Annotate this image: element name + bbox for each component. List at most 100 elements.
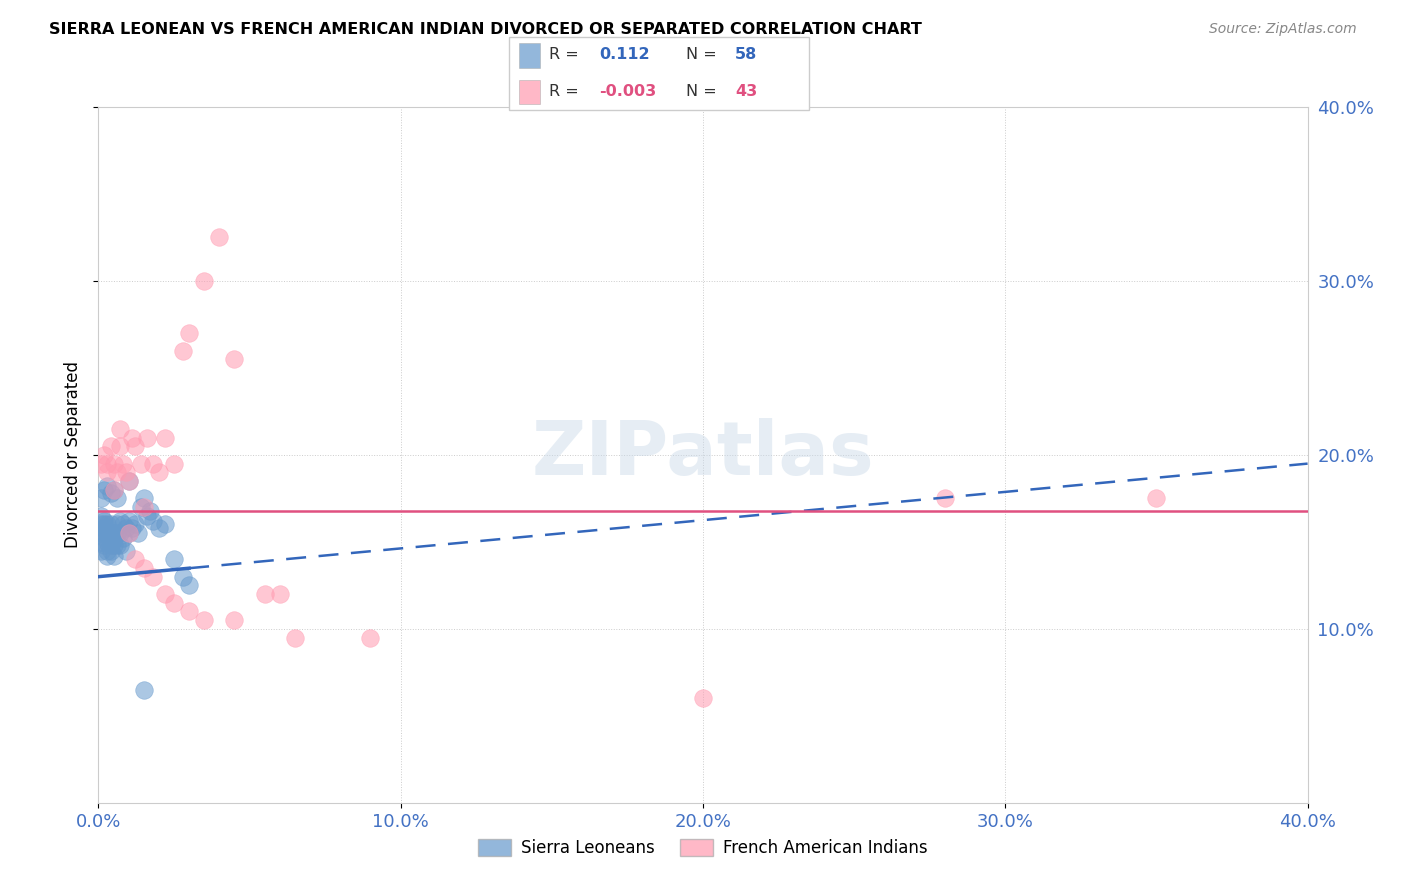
Point xyxy=(108,526,131,541)
Point xyxy=(105,526,128,541)
Point xyxy=(360,631,382,645)
Text: N =: N = xyxy=(686,84,716,98)
Point xyxy=(90,457,112,471)
Text: N =: N = xyxy=(686,47,716,62)
Point xyxy=(163,552,186,566)
Point xyxy=(179,605,201,619)
Point xyxy=(103,549,125,563)
Point xyxy=(163,457,186,471)
Point xyxy=(121,521,143,535)
Point xyxy=(100,439,122,453)
Point xyxy=(93,517,115,532)
Point xyxy=(132,500,155,514)
Point xyxy=(90,517,112,532)
Point xyxy=(148,521,170,535)
Point xyxy=(90,526,112,541)
Point xyxy=(118,526,141,541)
Point xyxy=(100,517,122,532)
Point xyxy=(105,491,128,506)
Point xyxy=(103,526,125,541)
Point xyxy=(103,483,125,497)
Point xyxy=(132,491,155,506)
Point xyxy=(172,570,194,584)
Point xyxy=(111,532,134,546)
Point xyxy=(224,352,246,367)
Point xyxy=(108,422,131,436)
Point xyxy=(96,526,118,541)
Point xyxy=(100,486,122,500)
Point xyxy=(142,570,165,584)
Point xyxy=(90,508,112,523)
Point xyxy=(124,517,146,532)
Point xyxy=(93,483,115,497)
Point xyxy=(93,526,115,541)
Point xyxy=(93,448,115,462)
Point xyxy=(100,526,122,541)
Point xyxy=(172,343,194,358)
Text: R =: R = xyxy=(550,84,579,98)
Point xyxy=(139,503,162,517)
Text: Source: ZipAtlas.com: Source: ZipAtlas.com xyxy=(1209,22,1357,37)
Point xyxy=(118,514,141,528)
Point xyxy=(96,479,118,493)
Point xyxy=(153,517,176,532)
Point xyxy=(108,439,131,453)
Point xyxy=(96,534,118,549)
Point xyxy=(934,491,956,506)
Point xyxy=(118,474,141,488)
Point xyxy=(93,514,115,528)
Point xyxy=(108,538,131,552)
Point xyxy=(1144,491,1167,506)
Point xyxy=(135,430,157,444)
Point xyxy=(193,274,215,288)
Point xyxy=(692,691,714,706)
Point xyxy=(93,538,115,552)
Point xyxy=(124,552,146,566)
Point xyxy=(124,439,146,453)
Point xyxy=(179,326,201,340)
Point xyxy=(135,508,157,523)
Point xyxy=(179,578,201,592)
Y-axis label: Divorced or Separated: Divorced or Separated xyxy=(65,361,83,549)
Point xyxy=(90,534,112,549)
Point xyxy=(127,526,149,541)
Point xyxy=(142,457,165,471)
Point xyxy=(105,538,128,552)
Point xyxy=(96,517,118,532)
Text: 43: 43 xyxy=(735,84,758,98)
Point xyxy=(269,587,291,601)
Point xyxy=(96,549,118,563)
Point xyxy=(96,543,118,558)
Point xyxy=(153,430,176,444)
Point xyxy=(153,587,176,601)
Point xyxy=(103,483,125,497)
Point xyxy=(129,457,152,471)
Point xyxy=(103,457,125,471)
Point xyxy=(224,613,246,627)
Point xyxy=(93,530,115,544)
Point xyxy=(148,466,170,480)
Point xyxy=(103,538,125,552)
FancyBboxPatch shape xyxy=(509,37,810,110)
Point xyxy=(114,466,136,480)
Point xyxy=(132,561,155,575)
Point xyxy=(121,430,143,444)
Point xyxy=(114,543,136,558)
Point xyxy=(105,466,128,480)
Point xyxy=(90,491,112,506)
Point xyxy=(93,521,115,535)
Text: 58: 58 xyxy=(735,47,758,62)
Point xyxy=(284,631,307,645)
Point xyxy=(111,457,134,471)
Point xyxy=(100,543,122,558)
Point xyxy=(111,517,134,532)
Point xyxy=(129,500,152,514)
Point xyxy=(103,532,125,546)
Point xyxy=(108,514,131,528)
Legend: Sierra Leoneans, French American Indians: Sierra Leoneans, French American Indians xyxy=(471,832,935,864)
Point xyxy=(132,682,155,697)
FancyBboxPatch shape xyxy=(519,44,540,68)
Point xyxy=(100,534,122,549)
Point xyxy=(208,230,231,244)
Point xyxy=(114,521,136,535)
